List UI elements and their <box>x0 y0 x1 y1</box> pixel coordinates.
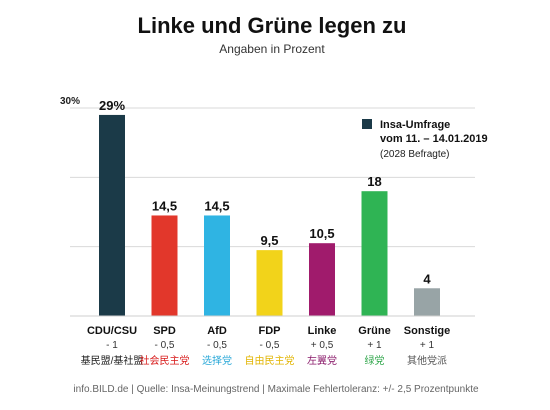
chinese-label: 基民盟/基社盟 <box>81 354 144 367</box>
x-axis-labels: CDU/CSU - 1 基民盟/基社盟 SPD - 0,5 社会民主党 AfD - 0,5 选择… <box>81 325 451 367</box>
x-tick-label: SPD <box>153 325 176 337</box>
x-tick-label: FDP <box>259 325 281 337</box>
y-tick-label: 30% <box>60 96 80 107</box>
data-label: 10,5 <box>309 226 334 241</box>
chart-subtitle: Angaben in Prozent <box>219 42 325 56</box>
chinese-label: 社会民主党 <box>140 354 190 367</box>
change-label: - 0,5 <box>207 340 227 351</box>
chinese-label: 绿党 <box>365 354 385 367</box>
legend-line-1: Insa-Umfrage <box>380 119 450 131</box>
x-tick-label: CDU/CSU <box>87 325 137 337</box>
change-label: + 1 <box>367 340 382 351</box>
data-label: 4 <box>423 271 431 286</box>
data-label: 14,5 <box>204 198 229 213</box>
x-tick-label: Sonstige <box>404 325 450 337</box>
chinese-label: 自由民主党 <box>245 354 295 367</box>
bar <box>361 191 388 316</box>
bar <box>256 250 283 316</box>
chinese-label: 其他党派 <box>407 354 447 367</box>
data-label: 18 <box>367 174 381 189</box>
chinese-label: 选择党 <box>202 354 232 367</box>
data-label: 9,5 <box>260 233 278 248</box>
bar <box>309 243 335 316</box>
change-label: - 0,5 <box>154 340 174 351</box>
chinese-label: 左翼党 <box>307 354 337 367</box>
x-tick-label: Grüne <box>358 325 390 337</box>
bar <box>204 215 230 316</box>
gridlines <box>70 107 475 248</box>
bar <box>99 114 125 316</box>
x-tick-label: Linke <box>308 325 337 337</box>
legend: Insa-Umfrage vom 11. – 14.01.2019 (2028 … <box>362 119 488 160</box>
chart-title: Linke und Grüne legen zu <box>138 13 407 38</box>
change-label: - 0,5 <box>259 340 279 351</box>
footer-source: info.BILD.de | Quelle: Insa-Meinungstren… <box>73 384 479 395</box>
bars: 29% 14,5 14,5 9,5 10,5 18 4 <box>99 98 440 316</box>
bar <box>151 215 178 316</box>
bar <box>414 288 440 316</box>
legend-swatch <box>362 119 372 129</box>
legend-line-2: vom 11. – 14.01.2019 <box>380 133 488 145</box>
x-tick-label: AfD <box>207 325 227 337</box>
change-label: + 1 <box>420 340 435 351</box>
change-label: - 1 <box>106 340 118 351</box>
data-label: 14,5 <box>152 198 177 213</box>
legend-line-3: (2028 Befragte) <box>380 149 450 160</box>
data-label: 29% <box>99 98 125 113</box>
change-label: + 0,5 <box>311 340 334 351</box>
